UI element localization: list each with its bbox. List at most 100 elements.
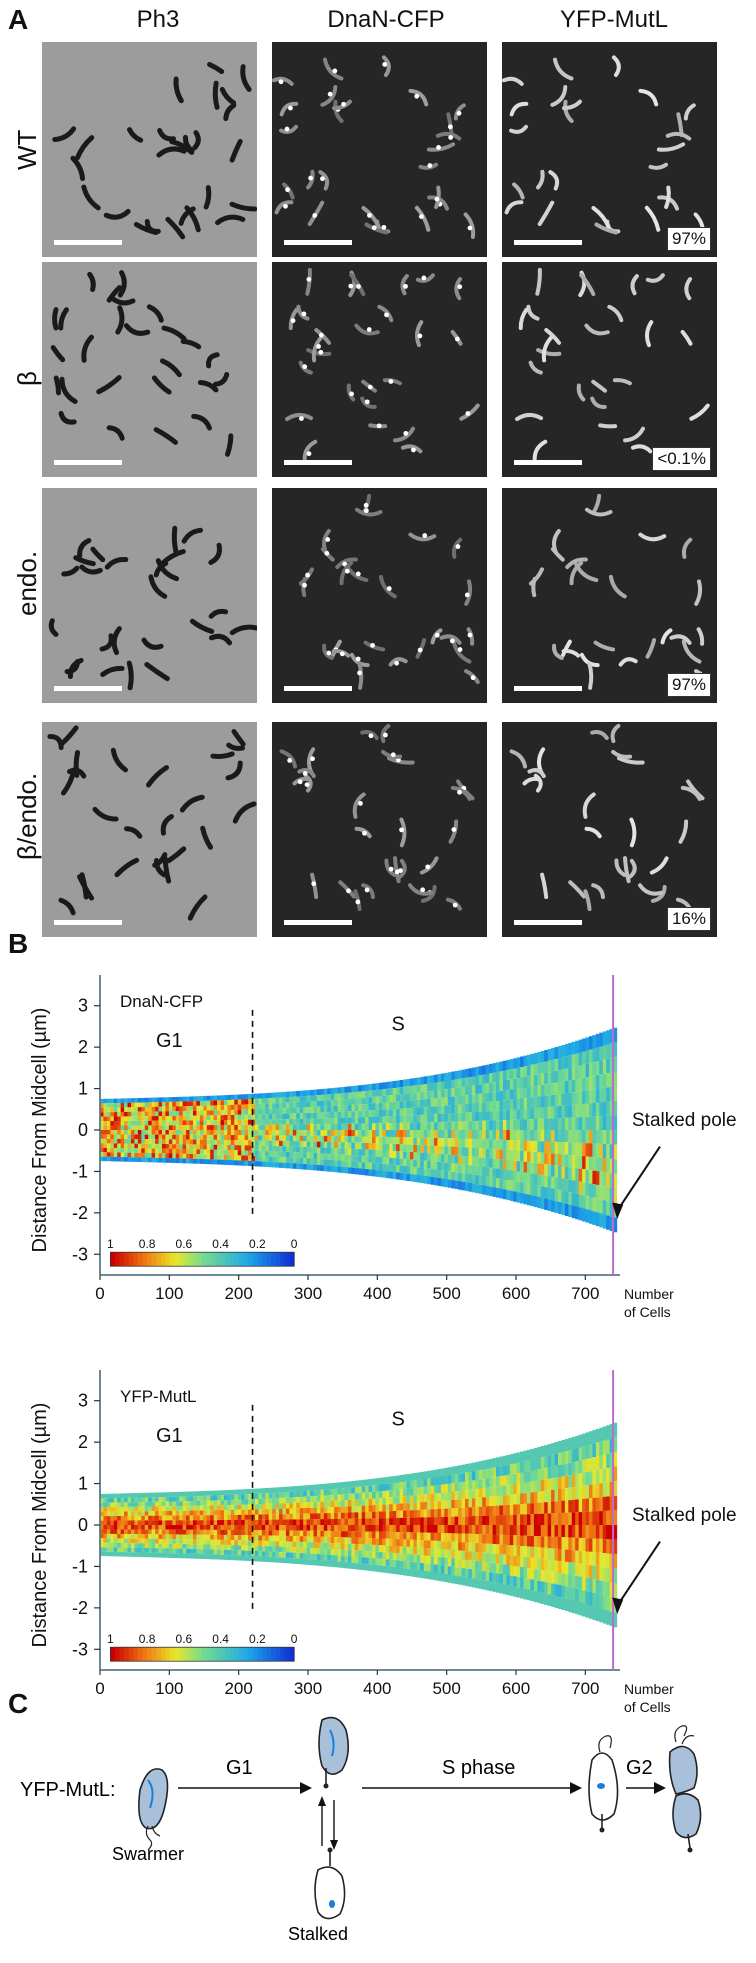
- y-tick-label: 0: [78, 1120, 88, 1140]
- heat-cell: [124, 1130, 129, 1135]
- heat-cell: [110, 1143, 115, 1148]
- heat-cell: [461, 1095, 466, 1105]
- heat-cell: [155, 1511, 160, 1516]
- heat-cell: [551, 1118, 556, 1130]
- heat-cell: [196, 1134, 201, 1140]
- heat-cell: [347, 1148, 353, 1155]
- heat-cell: [196, 1500, 201, 1506]
- heat-cell: [502, 1534, 507, 1545]
- heat-cell: [568, 1587, 573, 1600]
- heat-cell: [372, 1551, 377, 1559]
- heat-cell: [358, 1155, 363, 1162]
- heat-cell: [392, 1122, 397, 1130]
- heat-cell: [502, 1100, 507, 1111]
- heat-cell: [440, 1113, 445, 1122]
- heat-cell: [299, 1107, 304, 1114]
- heat-cell: [509, 1585, 514, 1596]
- heat-cell: [478, 1084, 483, 1094]
- heat-cell: [561, 1081, 566, 1094]
- heat-cell: [554, 1106, 559, 1119]
- heat-cell: [189, 1120, 194, 1126]
- x-tick-label: 200: [224, 1284, 252, 1303]
- heat-cell: [582, 1169, 587, 1183]
- heat-cell: [358, 1149, 363, 1156]
- heat-cell: [151, 1102, 156, 1107]
- heat-cell: [578, 1091, 583, 1105]
- heat-cell: [165, 1158, 170, 1163]
- heat-cell: [502, 1120, 507, 1130]
- heat-cell: [475, 1461, 480, 1471]
- heat-cell: [237, 1140, 242, 1146]
- heat-cell: [527, 1173, 532, 1184]
- heat-cell: [296, 1541, 301, 1548]
- heat-cell: [103, 1116, 108, 1122]
- heat-cell: [520, 1151, 525, 1162]
- heat-cell: [327, 1153, 332, 1160]
- heat-cell: [451, 1541, 456, 1551]
- heat-cell: [564, 1512, 569, 1525]
- heat-cell: [279, 1113, 284, 1120]
- heat-cell: [609, 1130, 614, 1145]
- heat-cell: [220, 1139, 225, 1145]
- heat-cell: [482, 1102, 487, 1112]
- heat-cell: [595, 1184, 600, 1199]
- heat-cell: [416, 1099, 421, 1108]
- heat-cell: [502, 1090, 507, 1101]
- heat-cell: [303, 1553, 308, 1559]
- heat-cell: [130, 1157, 136, 1162]
- heat-cell: [406, 1115, 411, 1123]
- heat-cell: [100, 1156, 105, 1162]
- heat-cell: [220, 1115, 225, 1121]
- heat-cell: [588, 1036, 594, 1050]
- heat-cell: [585, 1564, 590, 1578]
- heat-cell: [592, 1443, 597, 1458]
- heat-cell: [396, 1137, 401, 1145]
- heat-cell: [334, 1506, 339, 1513]
- heat-cell: [378, 1565, 383, 1573]
- heat-cell: [537, 1163, 542, 1175]
- heat-cell: [468, 1569, 473, 1578]
- heat-cell: [196, 1125, 201, 1130]
- heat-cell: [285, 1119, 291, 1125]
- heat-cell: [599, 1157, 604, 1172]
- heat-cell: [471, 1067, 476, 1077]
- heat-cell: [485, 1073, 490, 1084]
- heat-cell: [378, 1103, 383, 1110]
- heat-cell: [471, 1480, 476, 1490]
- heat-cell: [248, 1140, 253, 1146]
- heat-cell: [189, 1096, 194, 1102]
- heat-cell: [523, 1087, 528, 1099]
- heat-cell: [117, 1498, 122, 1503]
- heat-cell: [299, 1096, 304, 1102]
- heat-cell: [100, 1112, 105, 1117]
- heat-cell: [206, 1549, 211, 1555]
- heat-cell: [613, 1495, 618, 1511]
- heat-cell: [155, 1501, 160, 1507]
- heat-cell: [351, 1123, 356, 1130]
- heat-cell: [461, 1533, 466, 1543]
- heat-cell: [475, 1515, 480, 1525]
- heat-cell: [509, 1545, 514, 1556]
- heat-cell: [496, 1159, 501, 1169]
- heat-cell: [334, 1130, 339, 1137]
- heat-cell: [103, 1103, 108, 1108]
- heat-cell: [406, 1159, 411, 1167]
- heat-cell: [206, 1139, 211, 1145]
- heat-cell: [248, 1150, 253, 1156]
- heat-cell: [403, 1503, 408, 1511]
- heat-cell: [261, 1556, 266, 1562]
- heat-cell: [492, 1101, 497, 1111]
- heat-cell: [217, 1549, 222, 1555]
- heat-cell: [117, 1551, 122, 1557]
- heat-cell: [254, 1498, 260, 1505]
- heat-cell: [313, 1484, 318, 1491]
- heat-cell: [168, 1101, 173, 1107]
- colorbar-tick-label: 0.4: [212, 1632, 229, 1646]
- heat-cell: [320, 1560, 325, 1567]
- heat-cell: [489, 1506, 494, 1516]
- heat-cell: [540, 1547, 545, 1559]
- heat-cell: [372, 1149, 377, 1157]
- heat-cell: [151, 1157, 156, 1163]
- heat-cell: [210, 1110, 215, 1116]
- heat-cell: [320, 1501, 325, 1508]
